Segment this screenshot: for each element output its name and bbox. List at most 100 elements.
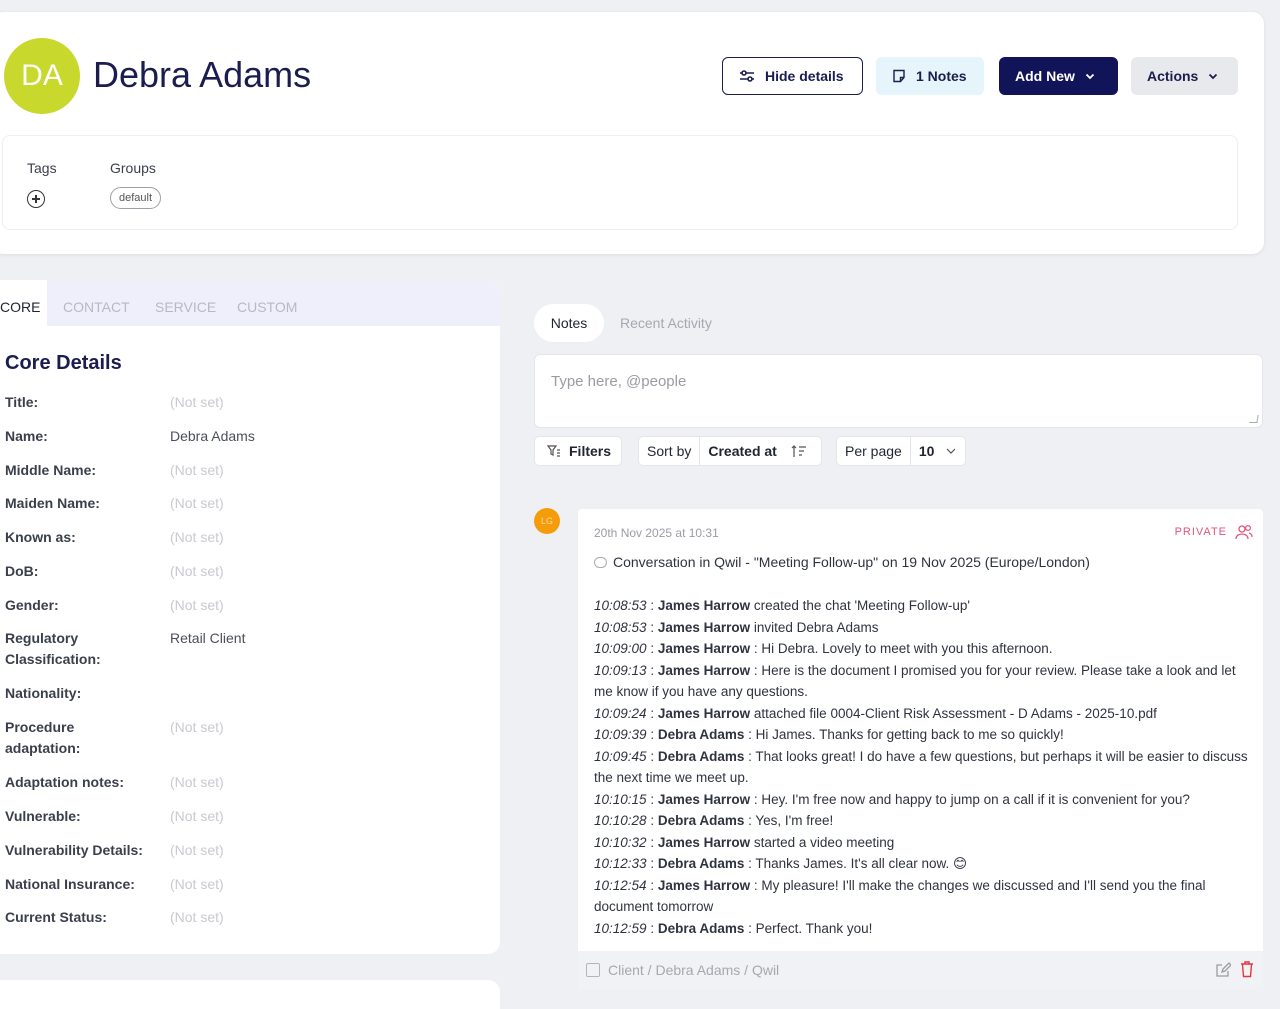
tab-core[interactable]: CORE	[0, 280, 47, 326]
tab-contact[interactable]: CONTACT	[63, 299, 130, 315]
groups-label: Groups	[110, 160, 156, 176]
chevron-down-icon	[946, 448, 956, 454]
chat-text: invited Debra Adams	[750, 619, 879, 635]
chat-text: started a video meeting	[750, 834, 895, 850]
field-value-regulatory-classification: Retail Client	[170, 630, 246, 646]
add-new-button[interactable]: Add New	[999, 57, 1118, 95]
note-icon	[893, 69, 905, 83]
note-input-placeholder: Type here, @people	[551, 373, 687, 390]
chat-entry: 10:09:13 : James Harrow : Here is the do…	[594, 660, 1250, 703]
field-value-procedure-adaptation: (Not set)	[170, 719, 224, 735]
chat-author: James Harrow	[657, 834, 751, 850]
group-chip[interactable]: default	[110, 187, 162, 209]
field-value-current-status: (Not set)	[170, 909, 224, 925]
chat-author: Debra Adams	[657, 727, 745, 742]
chat-author: Debra Adams	[657, 748, 745, 764]
field-label-adaptation-notes: Adaptation notes:	[5, 774, 124, 790]
sort-order-icon	[791, 445, 806, 457]
chat-entry: 10:10:28 : Debra Adams : Yes, I'm free!	[594, 810, 1250, 832]
chat-separator: :	[646, 920, 658, 936]
chat-time: 10:10:28	[594, 813, 647, 828]
field-value-dob: (Not set)	[170, 563, 224, 579]
chat-time: 10:09:00	[594, 641, 647, 656]
chat-separator: :	[646, 791, 658, 807]
chat-time: 10:08:53	[594, 619, 647, 635]
per-page-value: 10	[918, 443, 935, 459]
sliders-icon	[740, 70, 754, 82]
chat-author: James Harrow	[657, 619, 751, 635]
field-label-current-status: Current Status:	[5, 909, 107, 925]
tab-custom[interactable]: CUSTOM	[237, 299, 298, 315]
chat-bubble-icon	[594, 556, 607, 568]
section-title: Core Details	[5, 352, 122, 374]
chat-author: Debra Adams	[657, 856, 745, 871]
details-tabs: CORE CONTACT SERVICE CUSTOM	[0, 280, 500, 326]
chat-text: : Perfect. Thank you!	[744, 920, 873, 936]
tags-groups-panel: Tags Groups default	[2, 135, 1238, 230]
chat-author: James Harrow	[657, 877, 751, 893]
add-tag-plus-icon[interactable]	[27, 190, 45, 208]
chat-time: 10:12:33	[594, 856, 647, 871]
field-label-gender: Gender:	[5, 597, 59, 613]
field-label-maiden-name: Maiden Name:	[5, 495, 100, 511]
chat-time: 10:09:13	[594, 662, 647, 678]
note-footer-path[interactable]: Client / Debra Adams / Qwil	[608, 962, 780, 978]
chat-separator: :	[646, 813, 658, 828]
note-footer: Client / Debra Adams / Qwil	[578, 951, 1263, 989]
sort-field-select[interactable]: Created at	[699, 437, 784, 465]
field-value-gender: (Not set)	[170, 597, 224, 613]
field-value-vulnerability-details: (Not set)	[170, 842, 224, 858]
notes-label: 1 Notes	[916, 68, 967, 84]
filters-button[interactable]: Filters	[534, 436, 622, 466]
hide-details-label: Hide details	[765, 68, 844, 84]
chat-text: : My pleasure! I'll make the changes we …	[594, 877, 1206, 915]
chat-time: 10:10:32	[594, 834, 647, 850]
tab-service[interactable]: SERVICE	[155, 299, 217, 315]
edit-icon[interactable]	[1215, 962, 1231, 978]
trash-icon[interactable]	[1240, 961, 1254, 978]
field-value-middle-name: (Not set)	[170, 462, 224, 478]
tab-recent-activity[interactable]: Recent Activity	[620, 315, 712, 331]
field-label-name: Name:	[5, 428, 48, 444]
contact-header-card: DA Debra Adams Hide details 1 Notes Add …	[0, 12, 1264, 254]
chat-time: 10:08:53	[594, 598, 647, 613]
sort-control[interactable]: Sort by Created at	[638, 436, 822, 466]
hide-details-button[interactable]: Hide details	[722, 57, 863, 95]
chat-text: : Thanks James. It's all clear now. 😊	[744, 856, 968, 871]
note-input[interactable]: Type here, @people	[534, 354, 1263, 428]
sort-by-label: Sort by	[647, 443, 692, 459]
chat-author: Debra Adams	[657, 920, 745, 936]
field-value-known-as: (Not set)	[170, 529, 224, 545]
people-icon[interactable]	[1235, 524, 1253, 540]
field-label-known-as: Known as:	[5, 529, 76, 545]
notes-button[interactable]: 1 Notes	[876, 57, 984, 95]
chat-time: 10:09:45	[594, 748, 647, 764]
chat-entry: 10:10:15 : James Harrow : Hey. I'm free …	[594, 789, 1250, 811]
details-panel: CORE CONTACT SERVICE CUSTOM Core Details…	[0, 280, 500, 954]
note-date: 20th Nov 2025 at 10:31	[594, 526, 719, 540]
per-page-select[interactable]: 10	[909, 437, 965, 465]
chat-separator: :	[646, 856, 658, 871]
chat-entry: 10:09:45 : Debra Adams : That looks grea…	[594, 746, 1250, 789]
field-value-maiden-name: (Not set)	[170, 495, 224, 511]
sort-direction-toggle[interactable]	[785, 437, 813, 465]
chat-entry: 10:08:53 : James Harrow created the chat…	[594, 595, 1250, 617]
chat-entry: 10:12:59 : Debra Adams : Perfect. Thank …	[594, 918, 1250, 940]
chat-entry: 10:09:39 : Debra Adams : Hi James. Thank…	[594, 724, 1250, 746]
filters-label: Filters	[569, 443, 612, 459]
conversation-title: Conversation in Qwil - "Meeting Follow-u…	[594, 554, 1090, 570]
chat-text: : Hi Debra. Lovely to meet with you this…	[750, 641, 1053, 656]
tags-label: Tags	[27, 160, 57, 176]
chat-author: James Harrow	[657, 641, 751, 656]
field-label-nationality: Nationality:	[5, 685, 82, 701]
field-value-national-insurance: (Not set)	[170, 876, 224, 892]
field-label-middle-name: Middle Name:	[5, 462, 97, 478]
actions-button[interactable]: Actions	[1131, 57, 1238, 95]
tab-notes[interactable]: Notes	[534, 304, 604, 342]
chat-entry: 10:10:32 : James Harrow started a video …	[594, 832, 1250, 854]
chat-log: 10:08:53 : James Harrow created the chat…	[594, 595, 1250, 939]
note-card: 20th Nov 2025 at 10:31 PRIVATE Conversat…	[578, 509, 1263, 989]
per-page-control[interactable]: Per page 10	[836, 436, 966, 466]
resize-handle-icon[interactable]	[1249, 415, 1259, 423]
field-value-adaptation-notes: (Not set)	[170, 774, 224, 790]
